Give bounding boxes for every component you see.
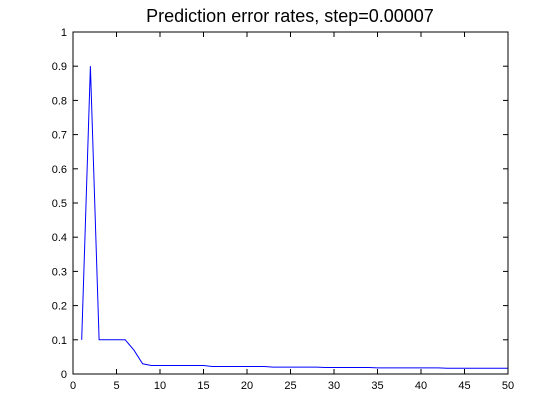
y-tick-label: 1 <box>61 27 67 39</box>
y-tick-label: 0.7 <box>52 130 67 142</box>
x-tick-label: 25 <box>284 380 296 392</box>
x-tick-label: 40 <box>415 380 427 392</box>
x-tick-label: 20 <box>241 380 253 392</box>
x-tick-label: 15 <box>197 380 209 392</box>
y-tick-label: 0.9 <box>52 61 67 73</box>
y-tick-label: 0.8 <box>52 95 67 107</box>
x-tick-label: 10 <box>154 380 166 392</box>
y-tick-label: 0.1 <box>52 335 67 347</box>
y-tick-label: 0.4 <box>52 232 67 244</box>
x-tick-label: 5 <box>113 380 119 392</box>
series-layer <box>82 66 508 368</box>
y-tick-label: 0.2 <box>52 301 67 313</box>
plot-frame <box>73 32 508 374</box>
x-tick-label: 0 <box>70 380 76 392</box>
y-tick-label: 0.6 <box>52 164 67 176</box>
chart-title: Prediction error rates, step=0.00007 <box>146 6 434 26</box>
y-tick-label: 0.5 <box>52 198 67 210</box>
y-tick-label: 0 <box>61 369 67 381</box>
x-tick-label: 30 <box>328 380 340 392</box>
ticks-layer: 0 5 10 15 20 25 30 35 40 45 50 0 0.1 0.2 0.3 0.4 0.5 0.6 0… <box>52 27 514 392</box>
x-tick-label: 50 <box>502 380 514 392</box>
series-line <box>82 66 508 368</box>
x-tick-label: 35 <box>371 380 383 392</box>
y-tick-label: 0.3 <box>52 266 67 278</box>
x-tick-label: 45 <box>458 380 470 392</box>
